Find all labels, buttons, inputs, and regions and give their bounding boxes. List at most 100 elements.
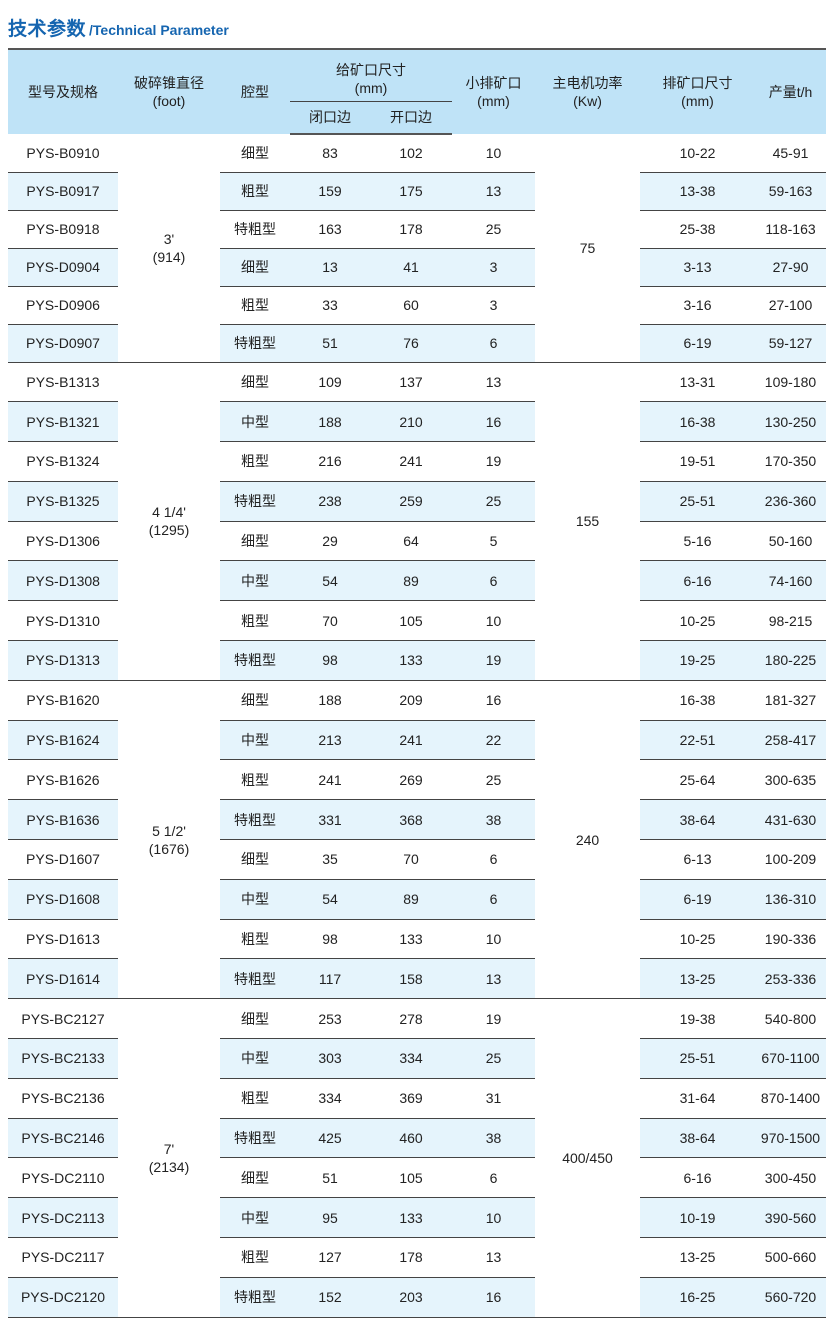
cell-discharge-range: 5-16 (640, 521, 755, 562)
cell-feed-open: 178 (370, 210, 452, 249)
cell-feed-closed: 98 (290, 640, 370, 681)
cell-model: PYS-BC2136 (8, 1078, 118, 1119)
cell-capacity: 59-127 (755, 324, 826, 363)
cell-model: PYS-B1313 (8, 362, 118, 403)
cell-discharge-range: 25-51 (640, 481, 755, 522)
cell-min-discharge: 13 (452, 1237, 535, 1278)
cell-feed-open: 133 (370, 919, 452, 960)
cell-feed-open: 133 (370, 640, 452, 681)
table-row: PYS-B1313 4 1/4' (1295) 细型 109 137 13 155 13-31 1… (8, 362, 826, 681)
cell-model: PYS-DC2110 (8, 1157, 118, 1199)
cell-discharge-range: 16-38 (640, 401, 755, 443)
cell-min-discharge: 10 (452, 600, 535, 642)
table-row: PYS-BC2146 特粗型 425 460 38 38-64 970-1500 (8, 1118, 826, 1159)
discharge-range-unit: (mm) (681, 93, 714, 109)
cell-cavity: 中型 (220, 720, 290, 761)
cell-capacity: 109-180 (755, 362, 826, 403)
cell-feed-open: 369 (370, 1078, 452, 1119)
table-row: PYS-B1624 中型 213 241 22 22-51 258-417 (8, 720, 826, 761)
cell-feed-open: 70 (370, 839, 452, 880)
cell-discharge-range: 3-13 (640, 248, 755, 287)
cell-discharge-range: 10-25 (640, 919, 755, 960)
cell-feed-closed: 98 (290, 919, 370, 960)
table-row: PYS-DC2113 中型 95 133 10 10-19 390-560 (8, 1197, 826, 1239)
diameter-ft: 3' (163, 230, 175, 247)
cell-cavity: 特粗型 (220, 1118, 290, 1159)
cell-feed-open: 460 (370, 1118, 452, 1159)
cell-min-discharge: 10 (452, 1197, 535, 1239)
cell-diameter: 3' (914) (118, 134, 220, 363)
table-row: PYS-B1636 特粗型 331 368 38 38-64 431-630 (8, 799, 826, 841)
cell-model: PYS-B1620 (8, 680, 118, 721)
table-row: PYS-B1324 粗型 216 241 19 19-51 170-350 (8, 441, 826, 482)
diameter-ft: 4 1/4' (152, 504, 186, 521)
cell-feed-closed: 54 (290, 879, 370, 920)
cell-feed-closed: 213 (290, 720, 370, 761)
cell-min-discharge: 3 (452, 286, 535, 325)
cell-capacity: 300-635 (755, 759, 826, 801)
col-header-open-side: 开口边 (370, 101, 452, 135)
cell-model: PYS-B0910 (8, 134, 118, 173)
cell-feed-closed: 188 (290, 680, 370, 721)
cell-feed-closed: 163 (290, 210, 370, 249)
cell-feed-closed: 83 (290, 134, 370, 173)
cell-discharge-range: 3-16 (640, 286, 755, 325)
feed-label: 给矿口尺寸 (336, 61, 406, 78)
table-row: PYS-BC2133 中型 303 334 25 25-51 670-1100 (8, 1038, 826, 1079)
cell-capacity: 118-163 (755, 210, 826, 249)
cell-feed-open: 209 (370, 680, 452, 721)
cell-power: 400/450 (535, 998, 640, 1318)
cell-model: PYS-D1313 (8, 640, 118, 681)
cell-capacity: 136-310 (755, 879, 826, 920)
power-unit: (Kw) (573, 93, 602, 109)
cell-discharge-range: 6-19 (640, 324, 755, 363)
cell-capacity: 180-225 (755, 640, 826, 681)
cell-feed-open: 89 (370, 879, 452, 920)
cell-capacity: 130-250 (755, 401, 826, 443)
cell-min-discharge: 25 (452, 759, 535, 801)
cell-model: PYS-D1607 (8, 839, 118, 880)
cell-model: PYS-B0917 (8, 172, 118, 211)
cell-feed-open: 210 (370, 401, 452, 443)
cell-min-discharge: 6 (452, 324, 535, 363)
cell-discharge-range: 13-31 (640, 362, 755, 403)
table-row: PYS-D1308 中型 54 89 6 6-16 74-160 (8, 560, 826, 602)
cell-capacity: 431-630 (755, 799, 826, 841)
cell-cavity: 中型 (220, 560, 290, 602)
cell-feed-closed: 303 (290, 1038, 370, 1079)
cell-feed-closed: 54 (290, 560, 370, 602)
cell-feed-open: 368 (370, 799, 452, 841)
cell-discharge-range: 31-64 (640, 1078, 755, 1119)
cell-capacity: 181-327 (755, 680, 826, 721)
title-en: /Technical Parameter (89, 22, 229, 38)
cell-capacity: 540-800 (755, 998, 826, 1040)
cell-cavity: 特粗型 (220, 1277, 290, 1318)
table-row: PYS-B0917 粗型 159 175 13 13-38 59-163 (8, 172, 826, 211)
cell-capacity: 190-336 (755, 919, 826, 960)
cell-cavity: 特粗型 (220, 799, 290, 841)
cell-feed-open: 89 (370, 560, 452, 602)
table-row: PYS-D1607 细型 35 70 6 6-13 100-209 (8, 839, 826, 880)
cell-feed-closed: 216 (290, 441, 370, 482)
cell-cavity: 中型 (220, 1197, 290, 1239)
col-header-discharge-range: 排矿口尺寸 (mm) (640, 48, 755, 134)
table-row: PYS-D0907 特粗型 51 76 6 6-19 59-127 (8, 324, 826, 363)
cell-discharge-range: 25-38 (640, 210, 755, 249)
cell-feed-closed: 188 (290, 401, 370, 443)
cell-model: PYS-B1626 (8, 759, 118, 801)
technical-parameter-table: 型号及规格 破碎锥直径 (foot) 腔型 给矿口尺寸 (mm) 小排矿口 (mm) … (8, 48, 826, 1318)
table-row: PYS-B1626 粗型 241 269 25 25-64 300-635 (8, 759, 826, 801)
cell-capacity: 100-209 (755, 839, 826, 880)
cell-feed-closed: 425 (290, 1118, 370, 1159)
cell-feed-open: 133 (370, 1197, 452, 1239)
cell-feed-closed: 253 (290, 998, 370, 1040)
cell-cavity: 粗型 (220, 1237, 290, 1278)
cell-discharge-range: 22-51 (640, 720, 755, 761)
cell-discharge-range: 19-38 (640, 998, 755, 1040)
cell-power: 155 (535, 362, 640, 681)
cell-min-discharge: 22 (452, 720, 535, 761)
cell-discharge-range: 13-25 (640, 958, 755, 1000)
diameter-mm: (1295) (148, 522, 190, 539)
cell-discharge-range: 19-25 (640, 640, 755, 681)
min-discharge-unit: (mm) (477, 93, 510, 109)
